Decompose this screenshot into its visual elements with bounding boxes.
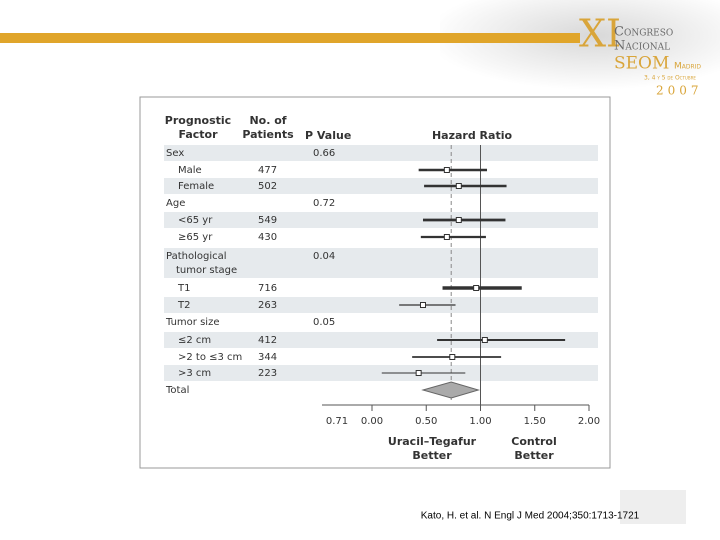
hr-point [473, 285, 480, 291]
row-band [164, 297, 598, 313]
row-label: <65 yr [178, 215, 213, 226]
x-tick-label: 1.50 [524, 416, 546, 427]
hr-point [443, 167, 450, 173]
header: P Value [305, 129, 351, 142]
x-tick-label: 1.00 [469, 416, 491, 427]
hr-point [443, 234, 450, 240]
hr-point [455, 183, 462, 189]
row-band [164, 248, 598, 278]
header: Hazard Ratio [432, 129, 513, 142]
row-label: tumor stage [176, 265, 237, 276]
patients: 223 [258, 368, 277, 379]
row-band [164, 145, 598, 161]
hr-point [455, 217, 462, 223]
header: Factor [178, 128, 218, 141]
row-band [164, 365, 598, 381]
row-label: >2 to ≤3 cm [178, 352, 242, 363]
x-label: Better [412, 449, 452, 462]
header: No. of [249, 114, 286, 127]
row-label: Sex [166, 148, 184, 159]
citation: Kato, H. et al. N Engl J Med 2004;350:17… [421, 511, 640, 522]
patients: 549 [258, 215, 277, 226]
logo-dates: 3, 4 y 5 de Octubre [644, 75, 696, 82]
logo-year: 2007 [656, 84, 703, 98]
p-value: 0.04 [313, 251, 335, 262]
patients: 263 [258, 300, 277, 311]
row-label: Male [178, 165, 202, 176]
patients: 502 [258, 181, 277, 192]
logo-city: Madrid [674, 62, 701, 72]
patients: 477 [258, 165, 277, 176]
row-label: ≤2 cm [178, 335, 211, 346]
row-label: Total [165, 385, 189, 396]
row-band [164, 212, 598, 228]
header: Patients [242, 128, 294, 141]
row-label: T2 [177, 300, 190, 311]
row-label: >3 cm [178, 368, 211, 379]
row-label: Pathological [166, 251, 227, 262]
patients: 430 [258, 232, 277, 243]
row-label: ≥65 yr [178, 232, 213, 243]
row-label: Female [178, 181, 214, 192]
patients: 412 [258, 335, 277, 346]
p-value: 0.66 [313, 148, 335, 159]
logo-number: XI [579, 12, 621, 56]
row-label: Tumor size [165, 317, 219, 328]
logo-line: Nacional [614, 39, 670, 54]
row-band [164, 332, 598, 348]
p-value: 0.72 [313, 198, 335, 209]
footer-logo [620, 490, 686, 524]
patients: 344 [258, 352, 277, 363]
logo-line: Congreso [614, 25, 673, 40]
x-label: Better [514, 449, 554, 462]
x-tick-label: 0.50 [415, 416, 437, 427]
hr-point [415, 370, 422, 376]
patients: 716 [258, 283, 277, 294]
logo-background [440, 0, 720, 90]
axis-annotation: 0.71 [326, 416, 348, 427]
logo-society: SEOM [614, 54, 669, 74]
header: Prognostic [165, 114, 231, 127]
x-tick-label: 0.00 [361, 416, 383, 427]
x-tick-label: 2.00 [578, 416, 600, 427]
top-bar [0, 33, 580, 43]
row-band [164, 178, 598, 194]
p-value: 0.05 [313, 317, 335, 328]
hr-point [481, 337, 488, 343]
x-label: Uracil–Tegafur [388, 435, 477, 448]
x-label: Control [511, 435, 556, 448]
row-label: Age [166, 198, 185, 209]
summary-diamond [421, 381, 481, 399]
row-label: T1 [177, 283, 190, 294]
hr-point [449, 354, 456, 360]
hr-point [419, 302, 426, 308]
